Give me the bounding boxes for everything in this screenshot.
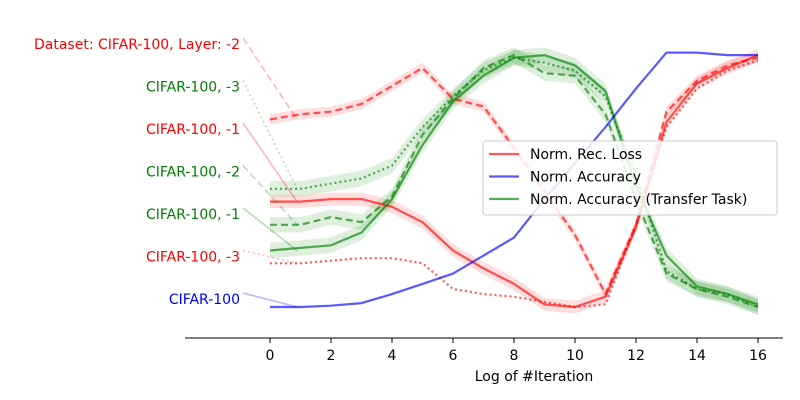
legend: Norm. Rec. Loss Norm. Accuracy Norm. Accur… [482, 140, 778, 216]
legend-label-3: Norm. Accuracy (Transfer Task) [530, 192, 747, 208]
x-tick-label-16: 16 [749, 348, 767, 364]
band-series-3 [270, 48, 758, 314]
side-label-series-5: CIFAR-100, -1 [146, 207, 240, 223]
series-side-labels: Dataset: CIFAR-100, Layer: -2 CIFAR-100, … [34, 37, 240, 308]
x-tick-label-0: 0 [266, 348, 275, 364]
legend-label-2: Norm. Accuracy [530, 170, 641, 186]
side-label-series-7: CIFAR-100 [169, 292, 240, 308]
x-tick-label-6: 6 [449, 348, 458, 364]
connector-series-6 [242, 249, 298, 265]
line-series-7 [270, 51, 758, 309]
side-label-series-1: Dataset: CIFAR-100, Layer: -2 [34, 37, 240, 53]
x-tick-label-12: 12 [627, 348, 645, 364]
connector-series-2 [242, 80, 298, 190]
x-tick-label-14: 14 [688, 348, 706, 364]
x-axis-ticks: 0 2 4 6 8 10 12 14 16 [266, 338, 767, 364]
connector-series-3 [242, 122, 298, 203]
side-label-series-2: CIFAR-100, -3 [146, 80, 240, 96]
band-series-5 [270, 47, 758, 313]
x-axis: 0 2 4 6 8 10 12 14 16 Log of #Iteration [185, 337, 783, 385]
side-label-series-4: CIFAR-100, -2 [146, 165, 240, 181]
band-series-2 [270, 50, 758, 315]
line-series-6 [270, 59, 759, 309]
x-tick-label-4: 4 [388, 348, 397, 364]
line-series-4 [270, 53, 759, 309]
legend-box [482, 140, 778, 216]
legend-label-1: Norm. Rec. Loss [530, 147, 642, 163]
connector-series-4 [242, 164, 298, 226]
x-tick-label-8: 8 [510, 348, 519, 364]
connector-series-7 [242, 292, 298, 308]
line-series-3 [270, 54, 759, 309]
band-series-4 [270, 47, 758, 315]
x-axis-title: Log of #Iteration [475, 369, 594, 385]
side-label-series-6: CIFAR-100, -3 [146, 250, 240, 266]
side-label-series-3: CIFAR-100, -1 [146, 122, 240, 138]
x-tick-label-2: 2 [327, 348, 336, 364]
line-series-5 [269, 53, 759, 306]
label-connectors [242, 37, 298, 308]
connector-series-5 [242, 207, 298, 252]
connector-series-1 [242, 37, 298, 120]
x-tick-label-10: 10 [566, 348, 584, 364]
